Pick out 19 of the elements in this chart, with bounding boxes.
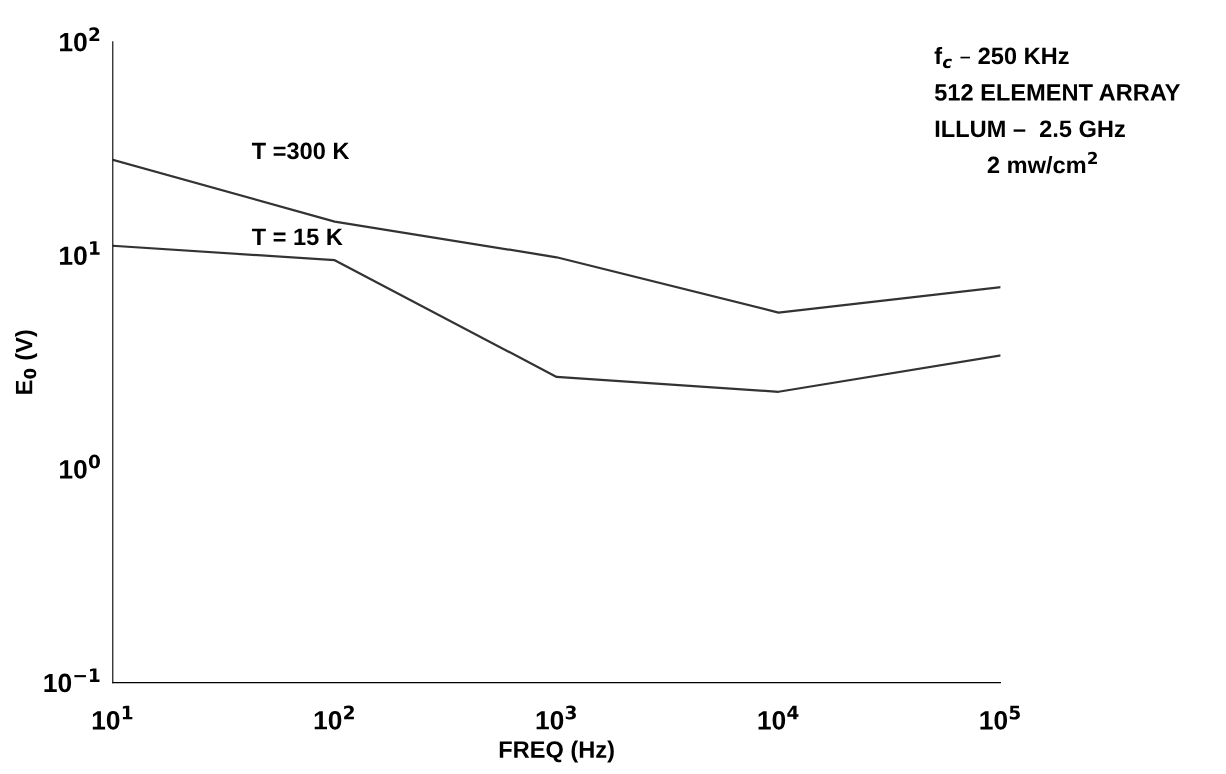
annotation: 512 ELEMENT ARRAY — [934, 84, 1181, 101]
line-series — [112, 158, 1001, 314]
x-tick-label: 10$^{5}$ — [980, 705, 1020, 730]
y-axis-title: E$_{0}$ (V) — [15, 330, 38, 394]
annotation: 2 mw/cm$^{2}$ — [987, 151, 1097, 174]
y-tick-label: 10$^{1}$ — [60, 241, 100, 266]
x-tick-label: 10$^{3}$ — [536, 705, 576, 730]
annotation: f$_{c}$ – 250 KHz — [934, 46, 1069, 69]
series-label: T = 15 K — [251, 228, 343, 246]
annotation: ILLUM – 2.5 GHz — [935, 120, 1125, 138]
x-tick-label: 10$^{4}$ — [758, 705, 799, 730]
series-label: T =300 K — [251, 142, 350, 160]
y-tick-label: 10$^{2}$ — [60, 27, 100, 52]
x-tick-label: 10$^{1}$ — [92, 705, 133, 730]
x-tick-label: 10$^{2}$ — [314, 705, 354, 730]
x-axis-title: FREQ (Hz) — [499, 740, 614, 763]
y-tick-label: 10$^{0}$ — [60, 454, 100, 479]
y-tick-label: 10$^{−1}$ — [44, 668, 100, 693]
line-series — [112, 244, 1001, 393]
